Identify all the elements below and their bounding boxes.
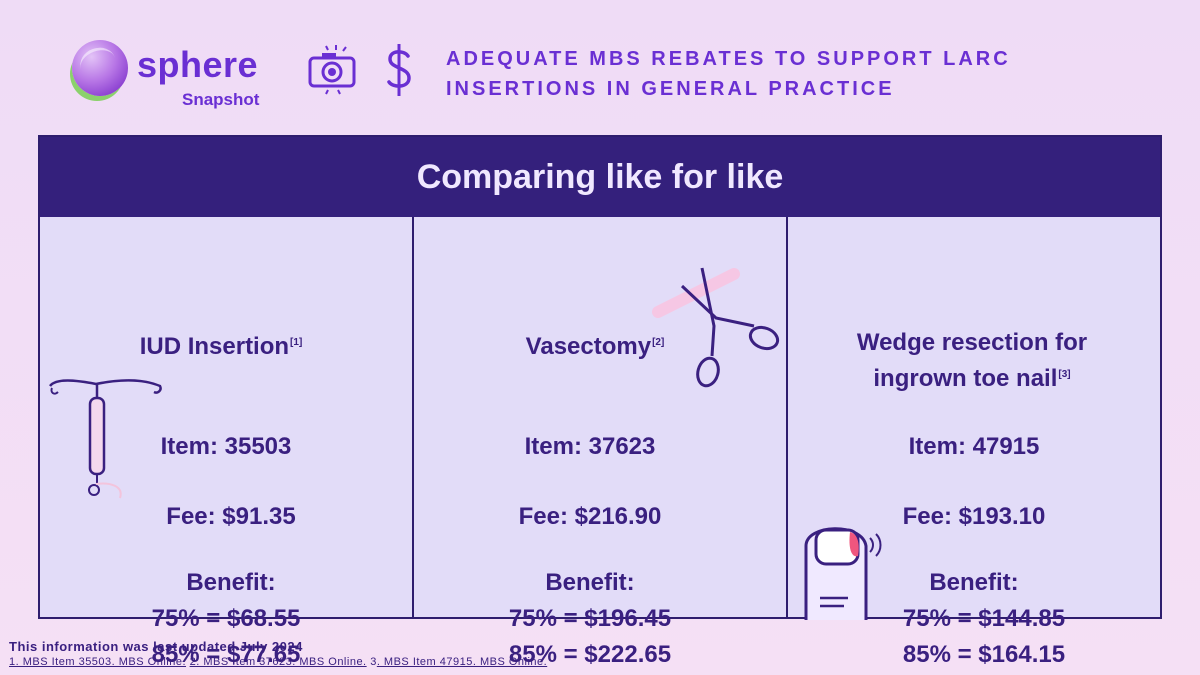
benefit-85: 85% = $164.15 (902, 641, 1066, 668)
fee: Fee: $193.10 (902, 503, 1046, 530)
reference-number-3: 3 (370, 656, 377, 668)
procedure-name-line1: Wedge resection for (856, 329, 1088, 356)
comparison-panel: Comparing like for like IUD Insertion[1]… (38, 135, 1162, 668)
fee: Fee: $216.90 (518, 503, 662, 530)
last-updated-note: This information was last updated July 2… (9, 639, 303, 654)
benefit-75: 75% = $68.55 (151, 605, 301, 632)
benefit-75: 75% = $196.45 (508, 605, 672, 632)
benefit-85: 85% = $77.65 (151, 641, 301, 668)
reference-marker: [2] (652, 337, 665, 348)
toe-nail-icon (804, 527, 882, 620)
fee: Fee: $91.35 (166, 503, 296, 530)
reference-link-2[interactable]: 2. MBS Item 37623. MBS Online. (189, 656, 367, 668)
benefit-label: Benefit: (545, 569, 635, 596)
benefit-label: Benefit: (186, 569, 276, 596)
brand-subtitle: Snapshot (182, 90, 260, 109)
column-wedge-resection: Wedge resection for ingrown toe nail[3] … (788, 217, 1160, 668)
benefit-label: Benefit: (929, 569, 1019, 596)
iud-icon (49, 379, 162, 499)
column-iud: IUD Insertion[1] Item: 35503 Fee: $91.35… (40, 217, 414, 668)
reference-marker: [3] (1058, 369, 1071, 380)
sphere-logo-icon (72, 40, 128, 96)
procedure-name-line2: ingrown toe nail[3] (873, 365, 1071, 392)
benefit-75: 75% = $144.85 (902, 605, 1066, 632)
item-number: Item: 47915 (908, 433, 1040, 460)
item-number: Item: 35503 (160, 433, 292, 460)
reference-marker: [1] (290, 337, 303, 348)
item-number: Item: 37623 (524, 433, 656, 460)
reference-link-3[interactable]: . MBS Item 47915. MBS Online. (376, 656, 548, 668)
procedure-name: Vasectomy[2] (525, 333, 665, 360)
references: 1. MBS Item 35503. MBS Online. 2. MBS It… (9, 656, 547, 668)
headline: ADEQUATE MBS REBATES TO SUPPORT LARC INS… (446, 48, 1011, 100)
camera-icon (308, 45, 356, 95)
reference-link-1[interactable]: 1. MBS Item 35503. MBS Online. (9, 656, 187, 668)
benefit-85: 85% = $222.65 (508, 641, 672, 668)
dollar-icon (387, 44, 411, 96)
procedure-name: IUD Insertion[1] (139, 333, 303, 360)
column-vasectomy: Vasectomy[2] Item: 37623 Fee: $216.90 Be… (414, 217, 788, 668)
panel-title: Comparing like for like (40, 137, 1160, 217)
scissors-icon (652, 267, 780, 388)
brand-name: sphere (137, 44, 259, 85)
